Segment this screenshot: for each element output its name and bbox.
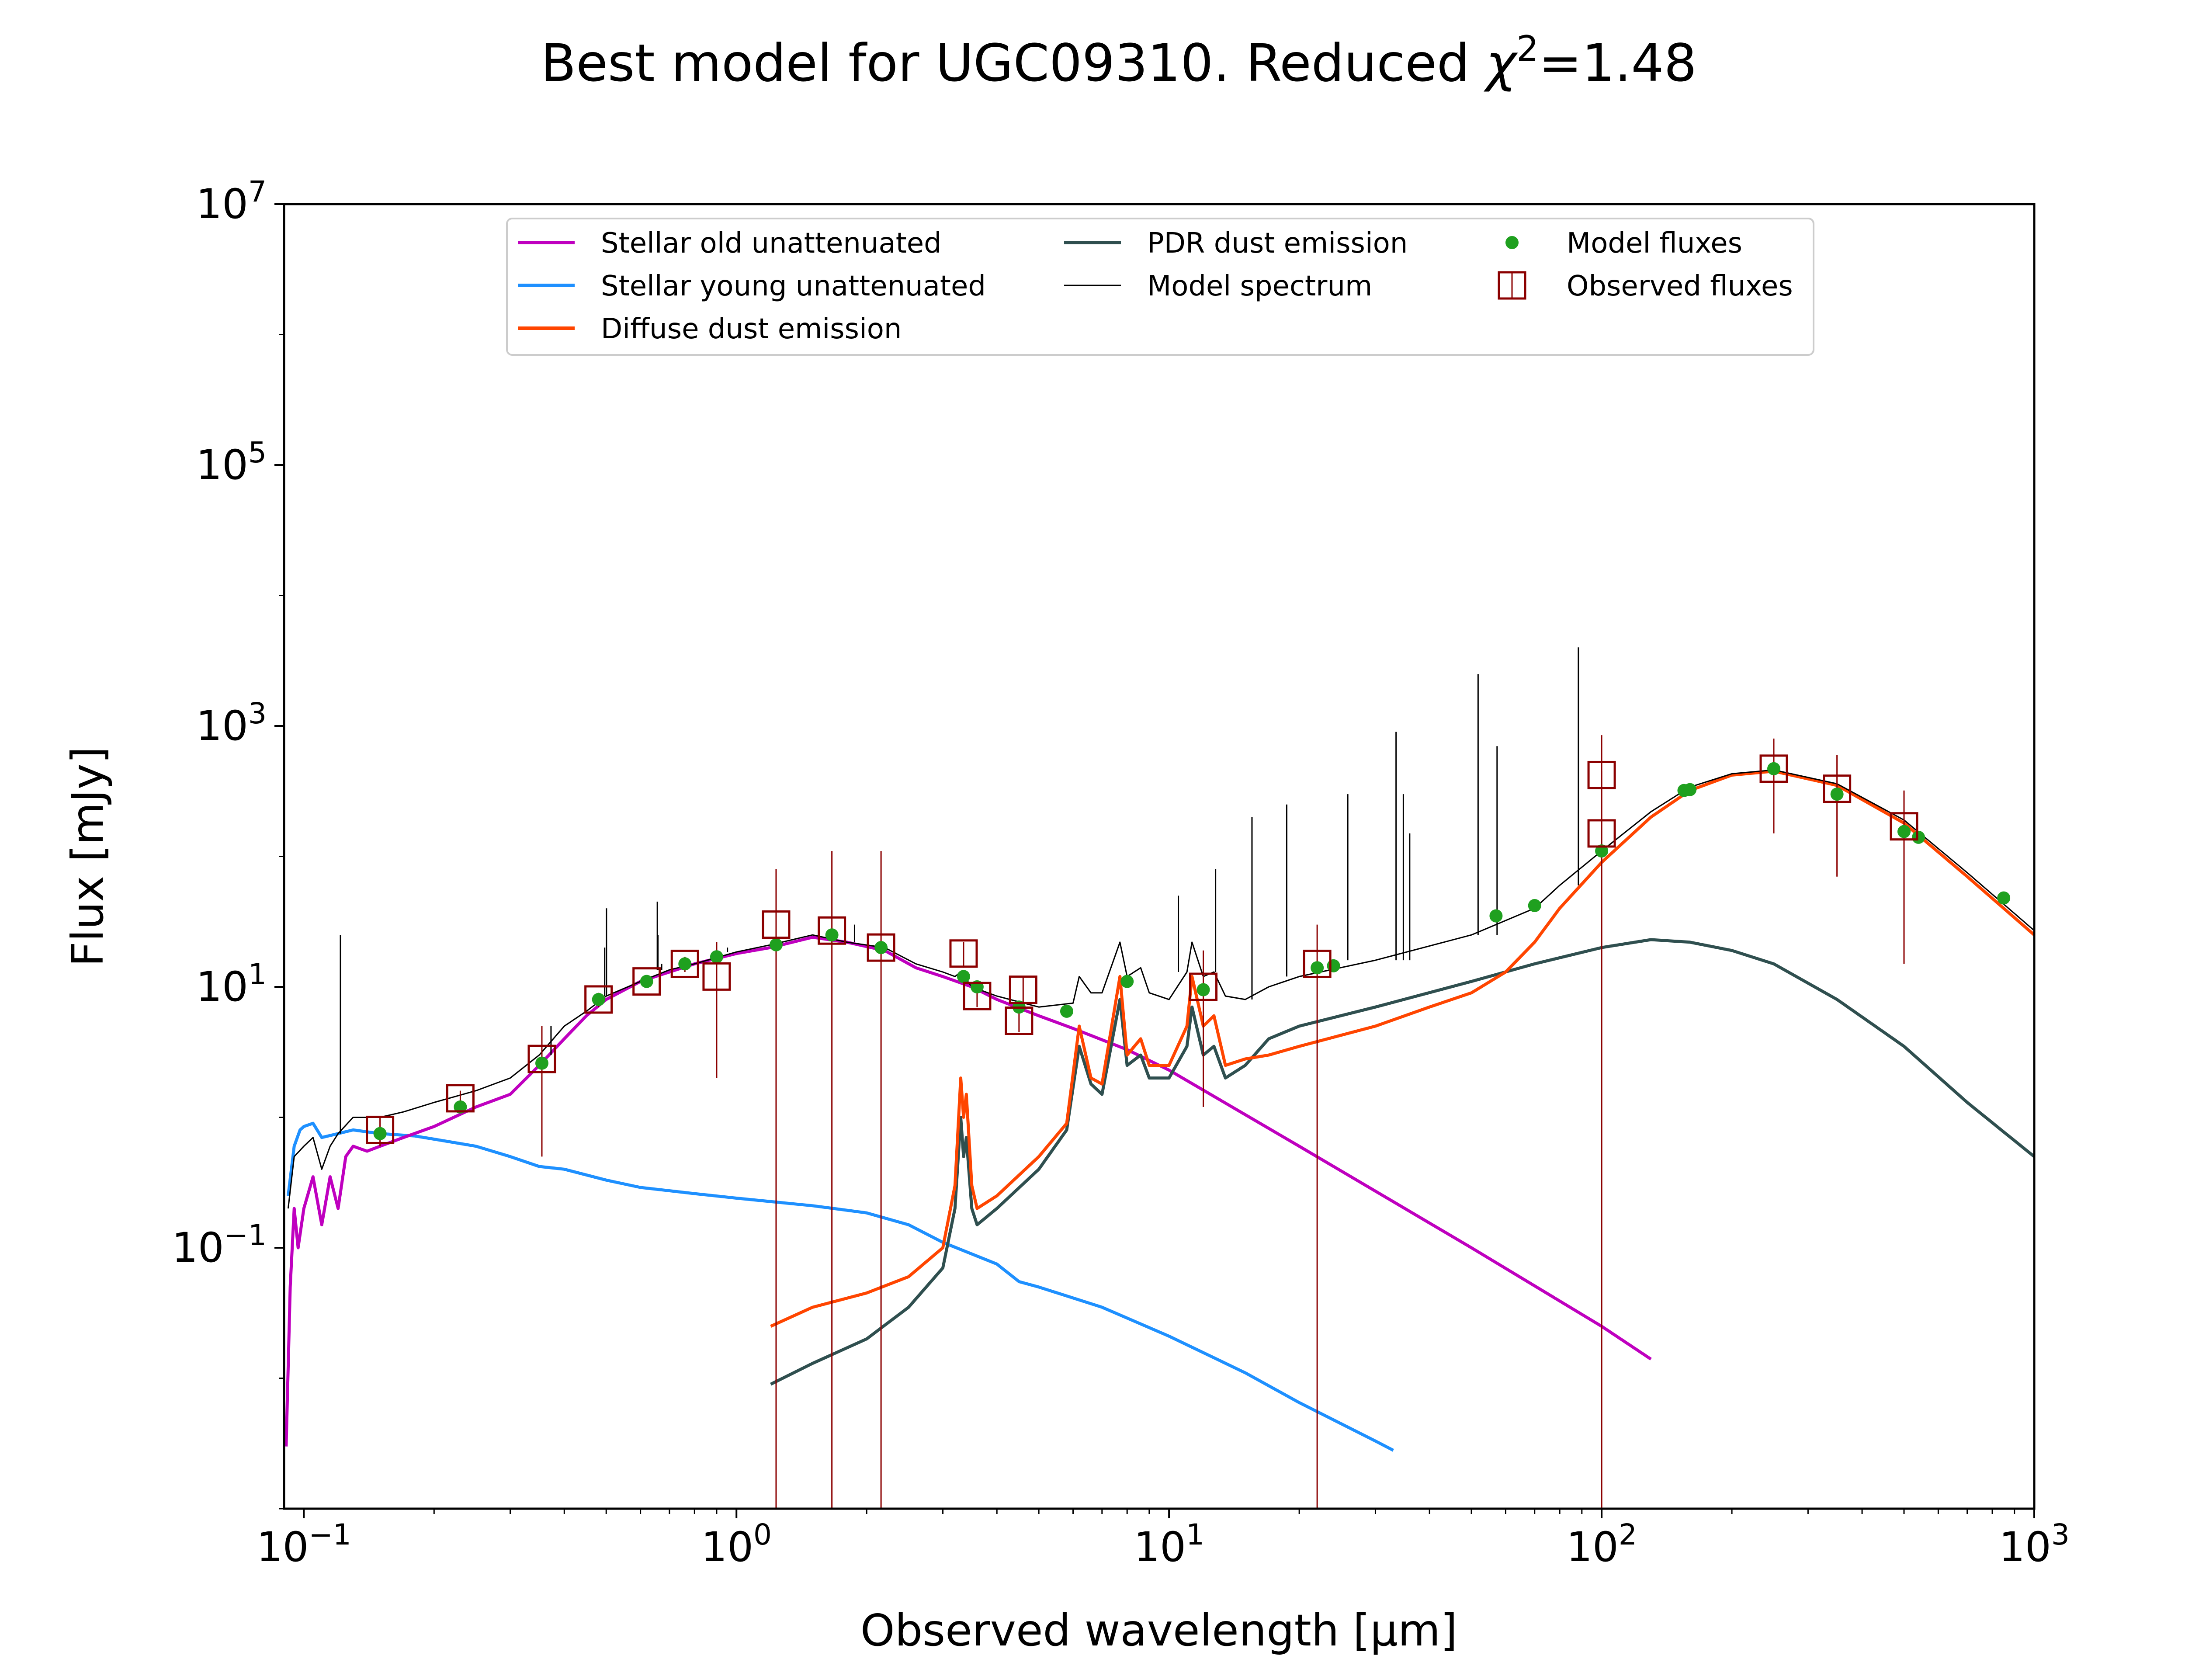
model-flux-point [1489, 909, 1503, 923]
model-flux-point [874, 941, 888, 955]
observed-flux-marker [1890, 812, 1918, 841]
legend-item-pdr-dust: PDR dust emission [1064, 227, 1408, 260]
model-flux-point [1311, 961, 1324, 975]
model-flux-point [1060, 1004, 1073, 1018]
series-stellar-young-line [286, 1121, 1394, 1452]
model-flux-point [1912, 830, 1925, 844]
tick-label: 102 [1566, 1518, 1637, 1572]
observed-flux-marker [963, 982, 992, 1010]
model-flux-point [1120, 975, 1134, 988]
errorbar-layer [379, 735, 1905, 1509]
tick-label: 101 [1134, 1518, 1204, 1572]
tick-label: 103 [1999, 1518, 2070, 1572]
model-flux-point [710, 950, 723, 964]
model-flux-point [640, 975, 653, 988]
model-flux-point [535, 1056, 548, 1070]
legend-label: Stellar old unattenuated [601, 227, 942, 260]
model-flux-point [1197, 983, 1210, 996]
observed-flux-marker [1587, 760, 1616, 789]
observed-flux-marker [632, 967, 661, 996]
legend-item-model-fluxes: Model fluxes [1505, 227, 1742, 260]
tick-label: 100 [701, 1518, 772, 1572]
observed-flux-marker [1009, 975, 1037, 1004]
observed-flux-marker [1005, 1007, 1034, 1035]
tick-label: 10−1 [172, 1218, 267, 1272]
observed-flux-marker [1759, 754, 1788, 783]
tick-label: 107 [196, 175, 267, 229]
observed-flux-marker [702, 962, 731, 991]
observed-flux-marker [584, 985, 613, 1014]
tick-label: 105 [196, 436, 267, 489]
observed-flux-marker [1303, 949, 1332, 978]
series-stellar-old-line [284, 936, 1652, 1447]
model-flux-point [1830, 788, 1844, 801]
legend-label: Observed fluxes [1567, 270, 1793, 302]
x-axis-label: Observed wavelength [μm] [860, 1605, 1457, 1656]
model-flux-point [678, 957, 692, 971]
series-diffuse-dust-line [770, 770, 2034, 1328]
observed-flux-marker [1587, 819, 1616, 848]
legend-item-model-spectrum: Model spectrum [1064, 270, 1372, 302]
plot-frame [283, 203, 2036, 1510]
model-flux-point [592, 993, 605, 1006]
observed-flux-marker [1189, 972, 1218, 1001]
series-pdr-dust-line [770, 938, 2034, 1386]
points-layer [366, 754, 2011, 1144]
legend-item-diffuse-dust: Diffuse dust emission [518, 313, 902, 345]
model-flux-point [1327, 959, 1340, 972]
legend-label: Model fluxes [1567, 227, 1742, 260]
model-flux-point [454, 1100, 467, 1114]
legend-swatch [1505, 236, 1519, 249]
model-flux-point [1767, 762, 1781, 775]
chart-title: Best model for UGC09310. Reduced χ2=1.48 [541, 28, 1696, 94]
observed-flux-marker [527, 1045, 556, 1073]
legend-label: PDR dust emission [1147, 227, 1408, 260]
model-flux-point [957, 970, 970, 983]
model-flux-point [1528, 899, 1541, 912]
observed-flux-marker [762, 910, 791, 939]
legend-item-observed-fluxes: Observed fluxes [1498, 270, 1793, 302]
model-flux-point [1997, 891, 2011, 905]
observed-flux-marker [818, 916, 846, 945]
observed-flux-marker [867, 933, 895, 962]
model-flux-point [1595, 844, 1609, 858]
tick-label: 10−1 [257, 1518, 351, 1572]
legend-label: Diffuse dust emission [601, 313, 902, 345]
legend-box [506, 218, 1814, 356]
model-flux-point [825, 928, 839, 942]
observed-flux-marker [366, 1115, 395, 1144]
tick-label: 103 [196, 697, 267, 750]
observed-flux-marker [949, 939, 978, 968]
legend-item-stellar-old: Stellar old unattenuated [518, 227, 942, 260]
model-flux-point [1897, 825, 1911, 838]
model-flux-point [373, 1127, 387, 1140]
observed-flux-marker [446, 1084, 475, 1113]
series-model-spectrum-line [287, 769, 2034, 1209]
legend: Stellar old unattenuated Stellar young un… [506, 218, 1814, 356]
model-flux-point [1683, 783, 1697, 796]
tick-label: 101 [196, 958, 267, 1011]
y-axis-label: Flux [mJy] [62, 746, 113, 967]
observed-flux-marker [1823, 774, 1852, 803]
observed-flux-marker [670, 949, 699, 978]
legend-item-stellar-young: Stellar young unattenuated [518, 270, 986, 302]
legend-label: Stellar young unattenuated [601, 270, 986, 302]
legend-label: Model spectrum [1147, 270, 1372, 302]
model-flux-point [769, 938, 783, 951]
ticks-layer: 10−1 100 101 102 103 10−1 101 103 105 107 [172, 175, 2070, 1572]
